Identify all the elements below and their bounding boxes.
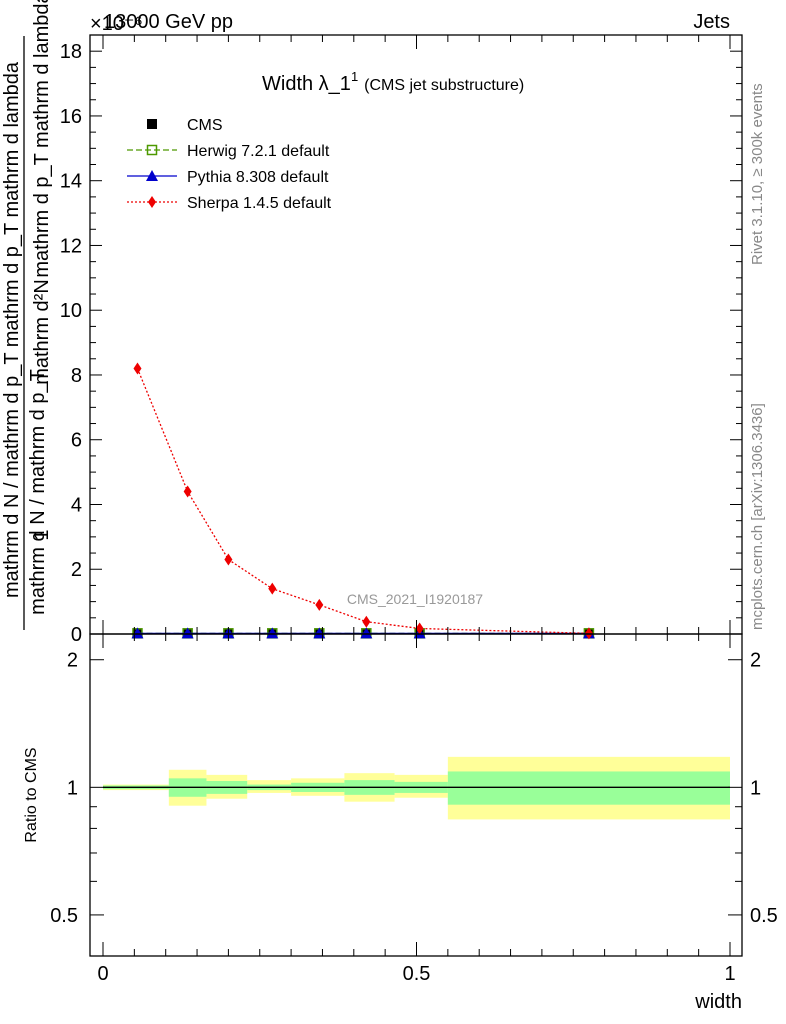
ratio-y-tick-label-left: 2 <box>67 650 78 672</box>
ratio-axis-ticks: 0.5 0.5 1 1 2 2 0 0.5 1 <box>50 634 778 985</box>
y-tick-label: 0 <box>71 624 82 646</box>
x-tick-label: 0 <box>97 963 108 985</box>
ratio-y-tick-label-right: 1 <box>750 777 761 799</box>
y-label-denominator: mathrm d p_T mathrm d lambda <box>31 0 53 278</box>
data-point-2-5 <box>360 627 373 639</box>
y-label-frac-denominator: mathrm d N / mathrm d p_T <box>27 369 49 615</box>
y-axis-exponent: ×10⁻⁶ <box>90 13 143 35</box>
y-tick-label: 4 <box>71 494 82 516</box>
data-point-3-4 <box>315 598 324 611</box>
y-tick-label: 10 <box>60 300 82 322</box>
y-tick-label: 6 <box>71 430 82 452</box>
y-tick-label: 8 <box>71 365 82 387</box>
legend-label-3: Sherpa 1.4.5 default <box>187 195 332 212</box>
data-point-3-6 <box>415 622 424 635</box>
data-point-3-3 <box>268 582 277 595</box>
rivet-info: Rivet 3.1.10, ≥ 300k events <box>749 83 766 265</box>
x-tick-label: 0.5 <box>403 963 431 985</box>
y-axis-label: 1 mathrm d²N mathrm d N / mathrm d p_T m… <box>1 0 53 630</box>
legend-marker-2 <box>146 170 158 181</box>
mcplots-info: mcplots.cern.ch [arXiv:1306.3436] <box>749 403 766 630</box>
data-point-3-2 <box>224 553 233 566</box>
legend-marker-0 <box>147 119 157 129</box>
ratio-band-inner-7 <box>447 771 730 805</box>
header-process-label: Jets <box>693 11 730 33</box>
series-line-3 <box>136 368 589 635</box>
y-tick-label: 18 <box>60 41 82 63</box>
header-beam-label: 13000 GeV pp <box>104 11 233 33</box>
ratio-y-tick-label-right: 0.5 <box>750 905 778 927</box>
y-tick-label: 2 <box>71 559 82 581</box>
legend-marker-3 <box>148 196 156 208</box>
y-label-fraction-numerator: 1 <box>31 529 53 540</box>
ratio-y-tick-label-left: 0.5 <box>50 905 78 927</box>
x-tick-label: 1 <box>724 963 735 985</box>
legend-label-2: Pythia 8.308 default <box>187 169 329 186</box>
y-label-main-numerator: mathrm d N / mathrm d p_T mathrm d p_T m… <box>1 61 23 598</box>
x-axis-label: width <box>694 991 742 1013</box>
y-tick-label: 14 <box>60 171 82 193</box>
data-point-2-1 <box>181 627 194 639</box>
main-axis-ticks: 0 2 4 6 8 10 12 14 16 18 <box>60 35 742 646</box>
y-tick-label: 12 <box>60 235 82 257</box>
ratio-bands <box>103 756 730 820</box>
legend-marker-1 <box>146 144 158 156</box>
legend-label-1: Herwig 7.2.1 default <box>187 143 330 160</box>
legend-label-0: CMS <box>187 117 223 134</box>
data-point-3-0 <box>133 362 142 375</box>
ratio-y-tick-label-left: 1 <box>67 777 78 799</box>
ratio-y-label: Ratio to CMS <box>23 747 40 842</box>
data-point-3-5 <box>362 615 371 628</box>
y-label-numerator: mathrm d²N <box>31 279 53 385</box>
analysis-watermark: CMS_2021_I1920187 <box>347 591 483 607</box>
y-tick-label: 16 <box>60 106 82 128</box>
data-point-2-3 <box>266 627 279 639</box>
ratio-y-tick-label-right: 2 <box>750 650 761 672</box>
legend: CMS Herwig 7.2.1 default Pythia 8.308 defa… <box>127 117 332 212</box>
data-point-3-1 <box>183 485 192 498</box>
chart-title: Width λ_11(CMS jet substructure) <box>262 69 524 95</box>
